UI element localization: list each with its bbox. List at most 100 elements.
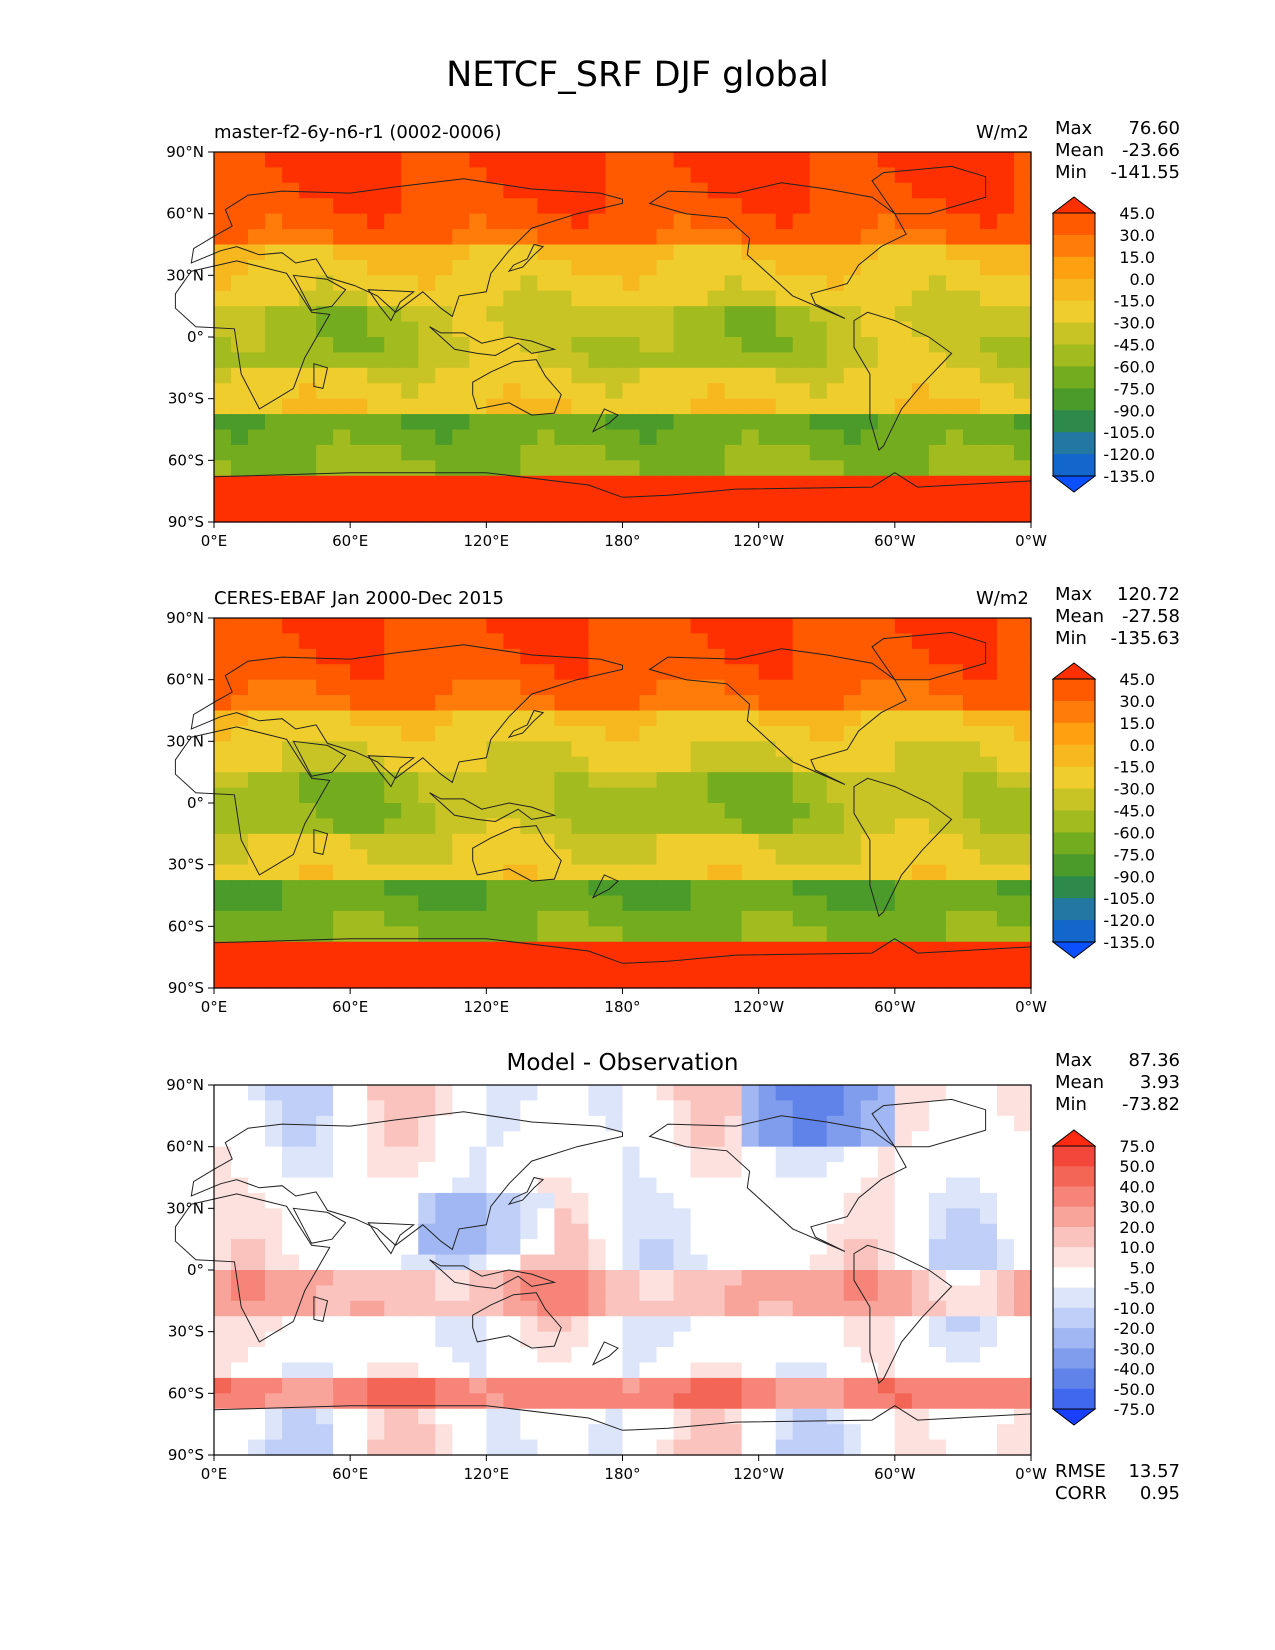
map-cell [826, 1085, 845, 1102]
map-cell [418, 1085, 436, 1102]
map-cell [639, 244, 658, 261]
map-cell [775, 1408, 794, 1425]
map-cell [1013, 756, 1032, 773]
map-cell [775, 1100, 794, 1117]
map-cell [299, 1393, 317, 1410]
map-cell [554, 772, 573, 789]
map-cell [452, 941, 470, 958]
map-cell [486, 679, 504, 696]
colorbar-segment [1053, 1226, 1095, 1248]
map-cell [758, 648, 777, 665]
map-cell [333, 1377, 351, 1394]
map-cell [588, 972, 607, 989]
map-cell [996, 1285, 1015, 1302]
map-cell [554, 506, 573, 523]
map-cell [418, 710, 436, 727]
map-cell [520, 803, 538, 820]
map-cell [554, 213, 573, 230]
map-cell [894, 895, 913, 912]
map-cell [979, 1316, 998, 1333]
map-cell [248, 1177, 266, 1194]
map-cell [945, 803, 964, 820]
colorbar-frame [1052, 212, 1096, 477]
map-cell [571, 864, 590, 881]
map-cell [265, 910, 283, 927]
map-cell [979, 1285, 998, 1302]
map-cell [214, 182, 232, 199]
map-cell [860, 259, 879, 276]
map-cell [690, 648, 709, 665]
map-cell [265, 849, 283, 866]
map-cell [996, 1439, 1015, 1456]
map-cell [690, 398, 709, 415]
map-cell [384, 383, 402, 400]
map-cell [911, 1254, 930, 1271]
map-cell [945, 306, 964, 323]
map-cell [520, 244, 538, 261]
map-cell [554, 1162, 573, 1179]
map-cell [520, 725, 538, 742]
map-cell [724, 725, 743, 742]
map-cell [945, 337, 964, 354]
map-cell [860, 444, 879, 461]
map-cell [282, 880, 300, 897]
map-cell [622, 491, 641, 508]
map-cell [962, 787, 981, 804]
map-cell [1013, 1439, 1032, 1456]
map-cell [622, 880, 641, 897]
map-cell [554, 910, 573, 927]
colorbar-segment [1053, 410, 1095, 433]
map-cell [554, 679, 573, 696]
map-cell [452, 926, 470, 943]
map-cell [265, 695, 283, 712]
map-cell [486, 664, 504, 681]
map-cell [928, 957, 947, 974]
map-cell [350, 1223, 368, 1240]
map-cell [418, 618, 436, 635]
map-cell [843, 475, 862, 492]
map-cell [996, 1393, 1015, 1410]
map-cell [520, 383, 538, 400]
map-cell [418, 1347, 436, 1364]
map-cell [758, 1192, 777, 1209]
map-cell [741, 1362, 760, 1379]
map-cell [996, 275, 1015, 292]
map-cell [367, 213, 385, 230]
map-cell [809, 460, 828, 477]
map-cell [571, 833, 590, 850]
map-cell [809, 926, 828, 943]
map-cell [741, 1408, 760, 1425]
map-cell [877, 664, 896, 681]
map-cell [282, 352, 300, 369]
map-cell [231, 1100, 249, 1117]
coastline [190, 178, 623, 318]
map-cell [911, 1162, 930, 1179]
map-cell [299, 618, 317, 635]
map-cell [826, 444, 845, 461]
map-cell [690, 633, 709, 650]
map-cell [877, 337, 896, 354]
map-cell [605, 1100, 624, 1117]
map-cell [792, 1424, 811, 1441]
map-cell [962, 182, 981, 199]
map-cell [639, 1362, 658, 1379]
map-cell [707, 152, 726, 169]
map-cell [690, 1331, 709, 1348]
map-cell [452, 695, 470, 712]
map-cell [775, 895, 794, 912]
map-cell [503, 275, 521, 292]
map-cell [214, 880, 232, 897]
map-cell [622, 1177, 641, 1194]
map-cell [741, 864, 760, 881]
map-cell [265, 1085, 283, 1102]
map-cell [418, 229, 436, 246]
map-cell [367, 491, 385, 508]
map-cell [979, 290, 998, 307]
coastline [313, 1296, 329, 1323]
map-cell [367, 664, 385, 681]
map-cell [435, 648, 453, 665]
map-cell [724, 664, 743, 681]
colorbar-tick-label: -75.0 [1114, 1400, 1155, 1419]
map-cell [809, 1223, 828, 1240]
map-cell [537, 1208, 556, 1225]
